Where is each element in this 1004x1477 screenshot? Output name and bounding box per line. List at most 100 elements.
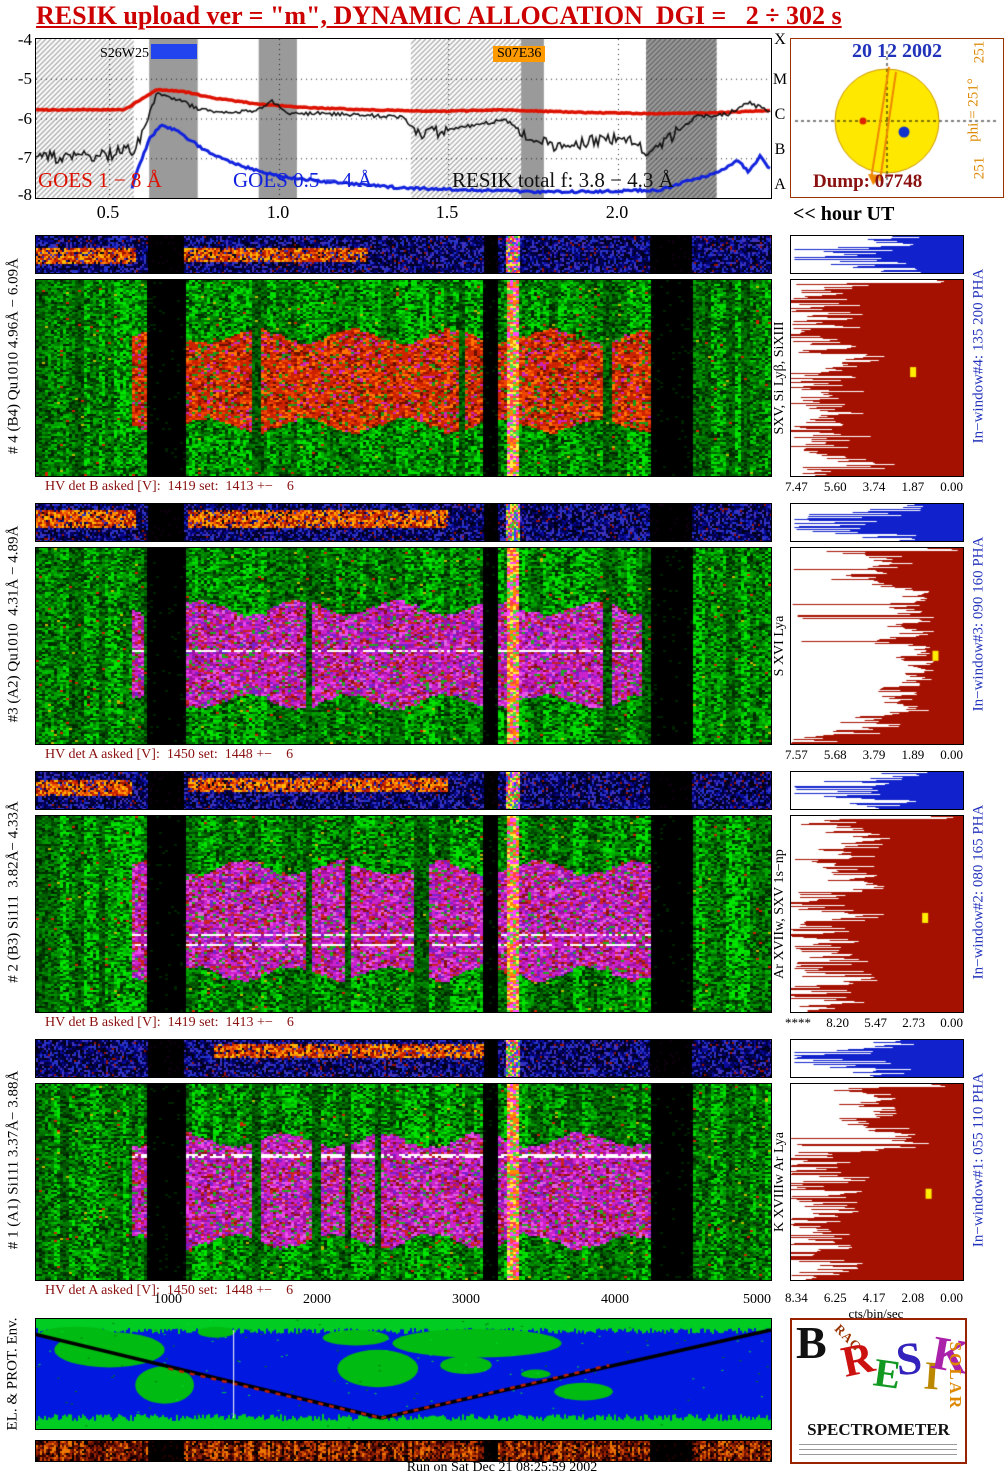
channel2-pha-strip [35, 771, 772, 810]
channel4-pha-strip [35, 235, 772, 274]
hour-ut-label: << hour UT [793, 203, 895, 225]
scale-value: 0.00 [940, 1290, 963, 1305]
phi-tick-top: 251 [971, 40, 988, 64]
goes-ytick: -6 [17, 109, 32, 128]
scale-value: 8.20 [826, 1015, 849, 1030]
resik-logo-box: B RAG R E S I K SOLAR SPECTROMETER [790, 1318, 967, 1464]
legend-goes-short: GOES 0.5 − 4 Å [233, 168, 373, 192]
channel3-hv-label: HV det A asked [V]: 1450 set: 1448 +− 6 [45, 747, 294, 762]
goes-ytick: -5 [17, 69, 32, 88]
legend-resik: RESIK total f: 3.8 − 4.3 Å [452, 168, 674, 192]
channel1-left-label: # 1 (A1) Si111 3.37Å− 3.88Å [5, 1070, 22, 1250]
scale-value: 2.73 [902, 1015, 925, 1030]
flux-class-b: B [774, 141, 786, 158]
scale-value: 1.87 [901, 479, 925, 494]
logo-letter-b: B [796, 1318, 827, 1368]
channel1-spectrogram [35, 1083, 772, 1281]
channel4-scale-row: 7.47 5.60 3.74 1.87 0.00 [785, 479, 963, 495]
goes-xtick: 0.5 [96, 202, 120, 222]
channel3-window-label: In−window#3: 090 160 PHA [970, 536, 987, 712]
channel2-line-label: Ar XVIIw, SXV 1s−np [772, 849, 787, 979]
logo-credits-lines [799, 1444, 957, 1458]
flux-class-x: X [774, 31, 786, 48]
goes-ytick: -8 [17, 185, 32, 204]
scale-value: **** [785, 1015, 811, 1030]
phi-tick-bottom: 251 [971, 156, 988, 180]
goes-xtick: 1.5 [435, 202, 459, 222]
channel1-scale-row: 8.34 6.25 4.17 2.08 0.00 [785, 1290, 963, 1306]
flare1-text: S26W25 [100, 46, 149, 61]
scale-value: 4.17 [862, 1290, 886, 1305]
scale-value: 6.25 [823, 1290, 847, 1305]
channel4-left-label: # 4 (B4) Qu1010 4.96Å − 6.09Å [5, 258, 22, 454]
flux-class-a: A [774, 176, 786, 193]
orbit-earth-map [35, 1318, 772, 1430]
solar-disk-box: 20 12 2002 Dump: 07748 [790, 38, 1004, 198]
bin-axis-tick: 4000 [601, 1292, 629, 1307]
channel2-pha-histogram [790, 771, 964, 810]
channel2-spectrogram [35, 815, 772, 1013]
dump-label: Dump: 07748 [813, 171, 923, 192]
page-title: RESIK upload ver = "m", DYNAMIC ALLOCATI… [36, 1, 842, 30]
bin-axis-tick: 5000 [743, 1292, 771, 1307]
scale-value: 3.74 [862, 479, 886, 494]
channel1-hv-label: HV det A asked [V]: 1450 set: 1448 +− 6 [45, 1283, 294, 1298]
goes-ytick: -7 [17, 148, 32, 167]
scale-value: 5.60 [823, 479, 847, 494]
logo-solar: SOLAR [946, 1341, 965, 1411]
flux-class-m: M [772, 71, 788, 88]
legend-goes-long: GOES 1 − 8 Å [38, 168, 162, 192]
scale-value: 1.89 [901, 747, 925, 762]
bin-axis-tick: 3000 [452, 1292, 480, 1307]
goes-xtick: 1.0 [266, 202, 290, 222]
channel3-spectrogram [35, 547, 772, 745]
channel4-spectrogram [35, 279, 772, 477]
channel1-line-label: K XVIIIw Ar Lya [772, 1132, 787, 1232]
flare1-marker-box [151, 44, 197, 59]
channel4-spectrum-histogram [790, 279, 964, 477]
scale-value: 0.00 [940, 1015, 963, 1030]
scale-value: 8.34 [785, 1290, 808, 1305]
channel2-spectrum-histogram [790, 815, 964, 1013]
scale-value: 5.47 [864, 1015, 887, 1030]
scale-value: 5.68 [823, 747, 847, 762]
channel3-pha-strip [35, 503, 772, 542]
date-label: 20 12 2002 [852, 40, 942, 62]
channel2-scale-row: **** 8.20 5.47 2.73 0.00 [785, 1015, 963, 1031]
environment-intensity-strip [35, 1440, 772, 1462]
channel3-spectrum-histogram [790, 547, 964, 745]
phi-angle-label: phi = 251° [965, 78, 982, 142]
channel2-hv-label: HV det B asked [V]: 1419 set: 1413 +− 6 [45, 1015, 294, 1030]
flare1-label: S26W25 [100, 44, 197, 62]
scale-value: 0.00 [940, 479, 963, 494]
channel1-pha-histogram [790, 1039, 964, 1078]
cts-unit-label: cts/bin/sec [848, 1306, 904, 1321]
map-left-label: EL. & PROT. Env. [4, 1317, 21, 1431]
channel1-pha-strip [35, 1039, 772, 1078]
channel1-window-label: In−window#1: 055 110 PHA [970, 1072, 987, 1248]
logo-letter-s: S [893, 1331, 925, 1386]
channel2-left-label: # 2 (B3) Si111 3.82Å− 4.33Å [5, 801, 22, 983]
scale-value: 7.47 [785, 479, 808, 494]
channel4-window-label: In−window#4: 135 200 PHA [970, 268, 987, 444]
flare2-label: S07E36 [493, 46, 546, 62]
channel3-line-label: S XVI Lya [772, 615, 787, 677]
logo-spectrometer: SPECTROMETER [807, 1420, 950, 1439]
scale-value: 0.00 [940, 747, 963, 762]
channel4-hv-label: HV det B asked [V]: 1419 set: 1413 +− 6 [45, 479, 294, 494]
goes-xtick: 2.0 [605, 202, 629, 222]
goes-lightcurve-plot [35, 38, 772, 199]
scale-value: 2.08 [901, 1290, 925, 1305]
channel3-scale-row: 7.57 5.68 3.79 1.89 0.00 [785, 747, 963, 763]
bin-axis-tick: 2000 [303, 1292, 331, 1307]
channel2-window-label: In−window#2: 080 165 PHA [970, 804, 987, 980]
channel3-pha-histogram [790, 503, 964, 542]
scale-value: 3.79 [862, 747, 886, 762]
solar-disk-drawing [791, 39, 1001, 195]
channel3-left-label: #3 (A2) Qu1010 4.31Å − 4.89Å [5, 525, 22, 723]
scale-value: 7.57 [785, 747, 808, 762]
flux-class-c: C [774, 106, 786, 123]
bin-axis-tick: 1000 [154, 1292, 182, 1307]
goes-ytick: -4 [17, 30, 32, 49]
